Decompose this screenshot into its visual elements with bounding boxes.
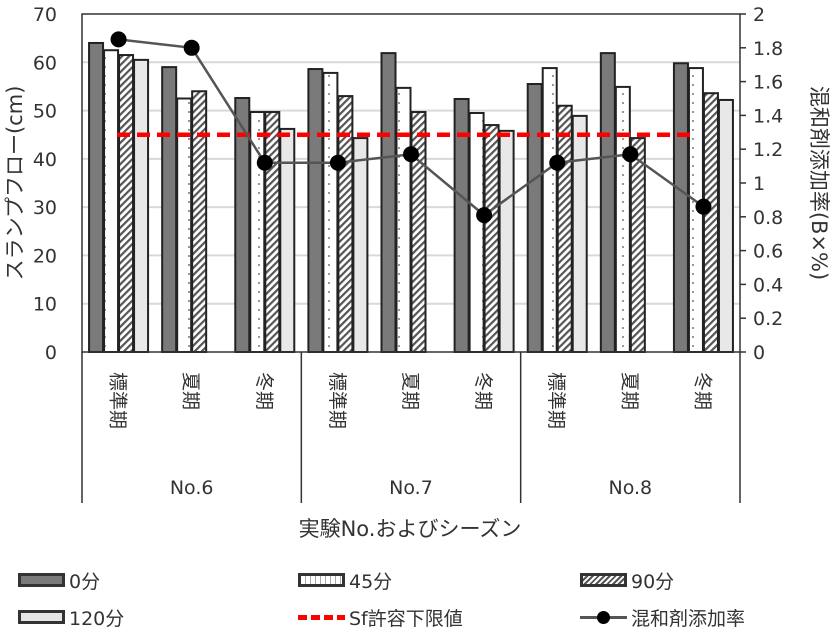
bar-0分: [161, 66, 178, 353]
bar-45分: [614, 85, 631, 353]
right-axis: 0 0.2 0.4 0.6 0.8 1 1.2 1.4 1.6 1.8 2: [740, 4, 783, 364]
legend-label: 90分: [631, 570, 675, 593]
legend-label: Sf許容下限値: [349, 607, 463, 630]
legend-label: 120分: [69, 607, 125, 630]
y-tick-label: 40: [33, 149, 57, 171]
y2-tick-label: 1.6: [753, 72, 783, 94]
legend-label: 0分: [69, 570, 101, 593]
legend-item: 混和剤添加率: [580, 602, 745, 632]
y2-tick-label: 1: [753, 173, 765, 195]
category-label: 標準期: [545, 372, 567, 429]
left-axis: 0 10 20 30 40 50 60 70: [33, 4, 57, 364]
y2-tick-label: 0: [753, 342, 765, 364]
legend-swatch-icon: [18, 610, 65, 624]
line-marker: [622, 146, 639, 163]
legend-label: 混和剤添加率: [631, 607, 746, 630]
legend-item: Sf許容下限値: [298, 602, 463, 632]
x-axis-title: 実験No.およびシーズン: [299, 517, 522, 541]
bar-120分: [571, 114, 588, 353]
y2-tick-label: 0.8: [753, 207, 783, 229]
bar-45分: [395, 86, 412, 354]
group-label: No.7: [389, 477, 433, 499]
category-label: 冬期: [253, 372, 275, 410]
bar-90分: [483, 124, 500, 353]
bar-45分: [541, 67, 558, 354]
bar-45分: [322, 71, 339, 353]
line-marker: [329, 154, 346, 171]
legend-swatch-icon: [18, 573, 65, 587]
legend-item: 120分: [18, 602, 124, 632]
admixture-rate-line: [110, 31, 712, 224]
legend-swatch-icon: [298, 573, 345, 587]
legend: 0分 45分 90分 120分 Sf許容下限値 混和剤添加率: [0, 555, 835, 639]
y-tick-label: 70: [33, 4, 57, 26]
bar-90分: [556, 104, 573, 353]
category-label: 標準期: [107, 372, 129, 429]
y-tick-label: 20: [33, 245, 57, 267]
legend-swatch-icon: [580, 573, 627, 587]
y-tick-label: 0: [45, 342, 57, 364]
y2-tick-label: 1.4: [753, 105, 783, 127]
line-marker: [256, 154, 273, 171]
category-label: 標準期: [326, 372, 348, 429]
line-marker: [695, 198, 712, 215]
legend-swatch-icon: [298, 614, 345, 620]
bar-90分: [629, 137, 646, 353]
line-marker: [549, 154, 566, 171]
group-label: No.8: [609, 477, 653, 499]
bar-0分: [380, 52, 397, 354]
y2-tick-label: 1.2: [753, 139, 783, 161]
bar-0分: [88, 41, 105, 353]
legend-label: 45分: [349, 570, 393, 593]
y-tick-label: 30: [33, 197, 57, 219]
group-label: No.6: [170, 477, 214, 499]
line-marker: [403, 146, 419, 163]
y2-tick-label: 0.2: [753, 308, 783, 330]
line-marker: [476, 207, 493, 224]
y-tick-label: 10: [33, 294, 57, 316]
bar-0分: [672, 62, 689, 353]
bar-120分: [352, 137, 369, 353]
category-label: 夏期: [399, 372, 421, 410]
line-marker: [183, 39, 200, 56]
y-axis-title: スランプフロー(cm): [3, 86, 27, 281]
category-label: 冬期: [472, 372, 494, 410]
bar-0分: [599, 52, 616, 354]
bar-120分: [498, 129, 515, 353]
y2-tick-label: 2: [753, 4, 765, 26]
bar-120分: [133, 58, 150, 353]
bar-90分: [264, 111, 281, 353]
bar-0分: [526, 83, 543, 353]
y2-tick-label: 0.6: [753, 241, 783, 263]
bar-120分: [717, 98, 734, 353]
y2-tick-label: 1.8: [753, 38, 783, 60]
bar-45分: [103, 49, 120, 353]
bar-90分: [702, 92, 719, 353]
line-marker: [110, 31, 127, 48]
y2-axis-title: 混和剤添加率(B×%): [807, 86, 831, 280]
bar-45分: [249, 111, 266, 353]
bar-45分: [468, 111, 485, 353]
y2-tick-label: 0.4: [753, 274, 783, 296]
chart: 0 10 20 30 40 50 60 70 0 0.2 0.4 0.6 0.8 1 1.2 1.4 1.6 1…: [3, 4, 831, 541]
legend-swatch-icon: [580, 610, 627, 624]
category-axis: No.6 No.7 No.8 標準期 夏期 冬期 標準期 夏期 冬期 標準期 夏期 冬期: [81, 352, 741, 503]
bar-90分: [191, 90, 208, 353]
y-tick-label: 50: [33, 101, 57, 123]
y-tick-label: 60: [33, 52, 57, 74]
category-label: 夏期: [618, 372, 640, 410]
bar-90分: [118, 54, 135, 354]
category-label: 冬期: [691, 372, 713, 410]
category-label: 夏期: [180, 372, 202, 410]
legend-item: 45分: [298, 565, 392, 595]
bars: [88, 41, 734, 354]
bar-0分: [307, 68, 324, 353]
legend-item: 0分: [18, 565, 100, 595]
legend-item: 90分: [580, 565, 674, 595]
